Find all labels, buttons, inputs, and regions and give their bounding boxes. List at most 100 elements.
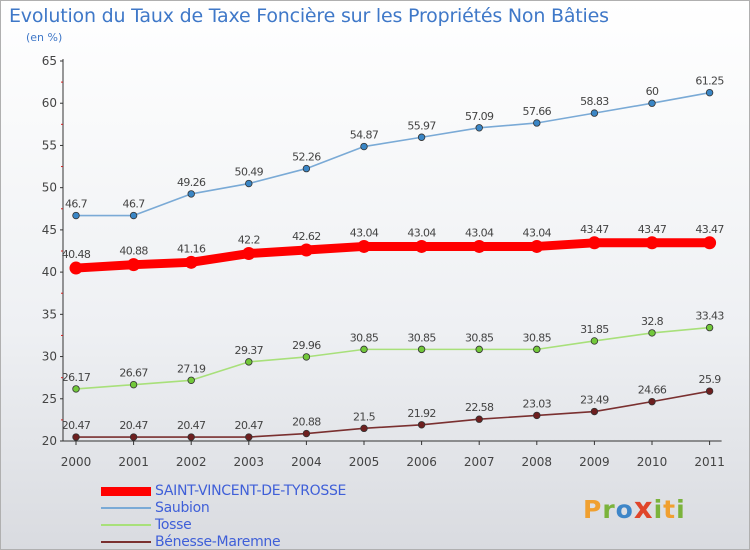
data-point-benesse-maremne bbox=[475, 415, 483, 423]
data-label-saint-vincent-de-tyrosse: 40.48 bbox=[62, 248, 91, 261]
data-point-tosse bbox=[360, 345, 368, 354]
data-label-saubion: 58.83 bbox=[580, 95, 609, 108]
data-point-benesse-maremne bbox=[129, 433, 138, 441]
data-label-tosse: 29.37 bbox=[235, 344, 264, 357]
data-point-tosse bbox=[705, 323, 714, 332]
x-tick-label: 2007 bbox=[464, 455, 495, 469]
data-label-benesse-maremne: 20.47 bbox=[177, 419, 206, 432]
logo-letter: x bbox=[633, 491, 654, 525]
series-line-tosse bbox=[75, 326, 711, 390]
data-label-saubion: 57.66 bbox=[523, 105, 552, 118]
data-point-saint-vincent-de-tyrosse bbox=[587, 236, 601, 250]
data-point-benesse-maremne bbox=[417, 421, 426, 429]
data-label-saubion: 55.97 bbox=[407, 119, 436, 132]
data-point-tosse bbox=[533, 345, 541, 354]
data-label-saubion: 60 bbox=[646, 85, 659, 98]
data-label-tosse: 29.96 bbox=[292, 339, 321, 352]
data-label-benesse-maremne: 21.92 bbox=[407, 407, 436, 420]
data-point-tosse bbox=[590, 337, 599, 345]
data-point-saint-vincent-de-tyrosse bbox=[645, 236, 659, 250]
series-line-saint-vincent-de-tyrosse bbox=[71, 238, 715, 273]
proxiti-logo: Proxiti bbox=[583, 491, 686, 525]
data-point-saint-vincent-de-tyrosse bbox=[357, 239, 371, 253]
x-tick-label: 2010 bbox=[637, 455, 668, 469]
data-point-saint-vincent-de-tyrosse bbox=[127, 258, 141, 272]
data-label-saint-vincent-de-tyrosse: 43.04 bbox=[465, 226, 494, 239]
data-label-tosse: 30.85 bbox=[523, 331, 552, 344]
x-tick-label: 2001 bbox=[118, 455, 149, 469]
x-tick-label: 2000 bbox=[61, 455, 92, 469]
data-label-saint-vincent-de-tyrosse: 42.62 bbox=[292, 230, 321, 243]
data-point-saint-vincent-de-tyrosse bbox=[472, 239, 486, 253]
x-tick-label: 2002 bbox=[176, 455, 207, 469]
data-point-tosse bbox=[245, 358, 253, 366]
y-unit-label: (en %) bbox=[26, 31, 63, 44]
data-point-saubion bbox=[590, 109, 599, 117]
series-line-saubion bbox=[75, 91, 711, 217]
logo-letter: i bbox=[676, 495, 686, 524]
data-label-saubion: 49.26 bbox=[177, 176, 206, 189]
data-point-saubion bbox=[72, 211, 80, 220]
x-tick-label: 2003 bbox=[234, 455, 265, 469]
data-label-tosse: 31.85 bbox=[580, 323, 609, 336]
x-tick-label: 2008 bbox=[522, 455, 553, 469]
y-tick-label: 40 bbox=[42, 265, 57, 279]
x-tick-label: 2004 bbox=[291, 455, 322, 469]
legend-label: Tosse bbox=[155, 517, 192, 533]
y-tick-label: 55 bbox=[42, 138, 57, 152]
data-point-saubion bbox=[705, 88, 714, 97]
data-label-tosse: 26.67 bbox=[119, 367, 148, 380]
series-line-benesse-maremne bbox=[75, 390, 711, 438]
y-tick-label: 45 bbox=[42, 223, 57, 237]
legend-swatch bbox=[101, 524, 151, 526]
data-point-tosse bbox=[648, 329, 656, 337]
x-tick-label: 2005 bbox=[349, 455, 380, 469]
logo-letter: P bbox=[583, 495, 603, 524]
data-label-benesse-maremne: 21.5 bbox=[353, 410, 376, 423]
data-point-benesse-maremne bbox=[648, 397, 656, 406]
y-tick-label: 60 bbox=[42, 96, 57, 110]
data-label-benesse-maremne: 23.49 bbox=[580, 394, 609, 407]
legend-swatch bbox=[101, 507, 151, 509]
x-tick-label: 2006 bbox=[406, 455, 437, 469]
data-point-saubion bbox=[360, 142, 368, 151]
y-tick-label: 30 bbox=[42, 350, 57, 364]
data-label-saubion: 61.25 bbox=[695, 75, 724, 88]
data-point-benesse-maremne bbox=[187, 433, 195, 441]
data-point-saubion bbox=[648, 99, 656, 107]
data-point-benesse-maremne bbox=[705, 387, 714, 395]
data-label-benesse-maremne: 24.66 bbox=[638, 384, 667, 397]
logo-letter: t bbox=[663, 495, 677, 524]
data-label-saint-vincent-de-tyrosse: 41.16 bbox=[177, 242, 206, 255]
data-label-saint-vincent-de-tyrosse: 43.04 bbox=[407, 226, 436, 239]
data-label-benesse-maremne: 20.47 bbox=[235, 419, 264, 432]
logo-letter: r bbox=[602, 495, 616, 524]
data-point-tosse bbox=[129, 380, 138, 389]
data-point-saint-vincent-de-tyrosse bbox=[530, 239, 544, 253]
data-point-saubion bbox=[417, 133, 426, 141]
data-point-tosse bbox=[72, 385, 80, 393]
data-label-benesse-maremne: 20.88 bbox=[292, 416, 321, 429]
data-point-saubion bbox=[475, 124, 483, 132]
data-label-saint-vincent-de-tyrosse: 43.04 bbox=[523, 226, 552, 239]
data-label-tosse: 32.8 bbox=[641, 315, 664, 328]
x-tick-label: 2011 bbox=[694, 455, 725, 469]
chart-title: Evolution du Taux de Taxe Foncière sur l… bbox=[9, 5, 609, 27]
data-point-tosse bbox=[475, 345, 483, 354]
data-point-benesse-maremne bbox=[590, 407, 599, 416]
data-point-saubion bbox=[533, 119, 541, 127]
data-label-saubion: 52.26 bbox=[292, 151, 321, 164]
data-label-saint-vincent-de-tyrosse: 40.88 bbox=[119, 245, 148, 258]
data-label-saint-vincent-de-tyrosse: 42.2 bbox=[238, 234, 260, 247]
data-point-saint-vincent-de-tyrosse bbox=[703, 236, 717, 250]
y-tick-label: 25 bbox=[42, 392, 57, 406]
data-point-saint-vincent-de-tyrosse bbox=[299, 243, 313, 257]
data-point-benesse-maremne bbox=[360, 424, 368, 433]
y-tick-label: 20 bbox=[42, 434, 57, 448]
legend-swatch bbox=[101, 486, 151, 496]
legend-swatch bbox=[101, 541, 151, 543]
x-tick-label: 2009 bbox=[579, 455, 610, 469]
data-label-tosse: 27.19 bbox=[177, 362, 206, 375]
